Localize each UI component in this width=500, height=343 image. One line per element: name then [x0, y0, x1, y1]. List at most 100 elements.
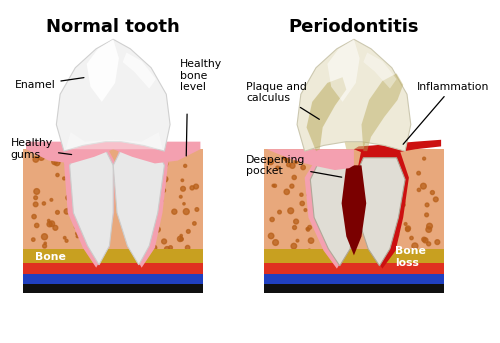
- Circle shape: [56, 211, 60, 214]
- Circle shape: [110, 178, 114, 183]
- Circle shape: [406, 227, 410, 232]
- Circle shape: [98, 186, 102, 189]
- Circle shape: [191, 261, 194, 264]
- Circle shape: [66, 172, 71, 176]
- Circle shape: [308, 225, 312, 229]
- Circle shape: [404, 223, 407, 225]
- Circle shape: [152, 233, 154, 236]
- Circle shape: [420, 183, 426, 189]
- Circle shape: [314, 282, 320, 287]
- Polygon shape: [66, 132, 162, 149]
- Circle shape: [47, 222, 52, 227]
- Polygon shape: [70, 146, 113, 265]
- Circle shape: [316, 161, 319, 163]
- Text: Normal tooth: Normal tooth: [46, 19, 180, 36]
- Circle shape: [80, 273, 84, 276]
- Circle shape: [66, 164, 72, 169]
- Circle shape: [184, 209, 189, 215]
- Circle shape: [288, 208, 294, 214]
- Circle shape: [316, 189, 320, 192]
- Circle shape: [162, 188, 166, 192]
- Circle shape: [316, 189, 322, 194]
- Circle shape: [270, 257, 273, 260]
- Circle shape: [58, 157, 62, 162]
- Circle shape: [292, 283, 296, 286]
- Circle shape: [163, 268, 169, 273]
- Bar: [264, 249, 444, 263]
- Circle shape: [300, 193, 303, 196]
- Circle shape: [72, 264, 76, 267]
- Circle shape: [432, 282, 435, 285]
- Circle shape: [426, 242, 430, 246]
- Circle shape: [180, 234, 182, 237]
- Circle shape: [54, 160, 60, 166]
- Circle shape: [323, 172, 326, 175]
- Polygon shape: [340, 92, 373, 149]
- Circle shape: [336, 159, 340, 163]
- Circle shape: [430, 191, 434, 194]
- Circle shape: [142, 162, 146, 165]
- Circle shape: [152, 260, 155, 264]
- Circle shape: [32, 263, 36, 267]
- Circle shape: [68, 283, 71, 287]
- Circle shape: [145, 200, 151, 206]
- Circle shape: [273, 263, 276, 267]
- Circle shape: [390, 235, 392, 237]
- Circle shape: [400, 273, 403, 276]
- Bar: [23, 284, 203, 293]
- Circle shape: [306, 228, 310, 231]
- Circle shape: [337, 164, 340, 167]
- Circle shape: [308, 181, 312, 184]
- Circle shape: [312, 219, 315, 223]
- Circle shape: [328, 155, 330, 158]
- Circle shape: [50, 199, 52, 201]
- Circle shape: [57, 282, 62, 287]
- Circle shape: [100, 156, 102, 159]
- Circle shape: [418, 188, 420, 191]
- Circle shape: [320, 212, 326, 218]
- Text: Deepening
pocket: Deepening pocket: [246, 155, 342, 177]
- Circle shape: [181, 179, 184, 181]
- Circle shape: [53, 225, 58, 230]
- Circle shape: [290, 163, 295, 168]
- Circle shape: [390, 193, 396, 199]
- Circle shape: [139, 175, 141, 177]
- Circle shape: [34, 189, 40, 194]
- Circle shape: [138, 189, 143, 194]
- Circle shape: [426, 223, 432, 229]
- Circle shape: [33, 157, 38, 162]
- Circle shape: [400, 188, 404, 191]
- Circle shape: [360, 188, 362, 191]
- Circle shape: [190, 186, 194, 190]
- Polygon shape: [64, 144, 115, 268]
- Circle shape: [392, 180, 396, 185]
- Circle shape: [306, 228, 308, 230]
- Circle shape: [426, 251, 428, 254]
- Circle shape: [435, 240, 440, 245]
- Text: Healthy
bone
level: Healthy bone level: [180, 59, 222, 92]
- Circle shape: [392, 216, 396, 221]
- Circle shape: [102, 192, 106, 195]
- Circle shape: [285, 157, 290, 162]
- Circle shape: [32, 214, 36, 219]
- Circle shape: [48, 220, 50, 222]
- Circle shape: [180, 186, 186, 191]
- Circle shape: [90, 164, 94, 169]
- Circle shape: [376, 197, 380, 201]
- Circle shape: [412, 243, 418, 249]
- Circle shape: [289, 281, 292, 284]
- Circle shape: [62, 177, 66, 180]
- Circle shape: [423, 238, 428, 243]
- Circle shape: [156, 184, 160, 188]
- Circle shape: [272, 184, 274, 187]
- Circle shape: [142, 154, 146, 158]
- Circle shape: [290, 184, 294, 188]
- Circle shape: [28, 274, 31, 277]
- Text: Healthy
gums: Healthy gums: [11, 139, 72, 160]
- Circle shape: [78, 223, 82, 226]
- Circle shape: [394, 155, 400, 161]
- Polygon shape: [56, 39, 170, 151]
- Circle shape: [365, 193, 370, 198]
- Circle shape: [186, 229, 190, 233]
- Circle shape: [56, 252, 61, 258]
